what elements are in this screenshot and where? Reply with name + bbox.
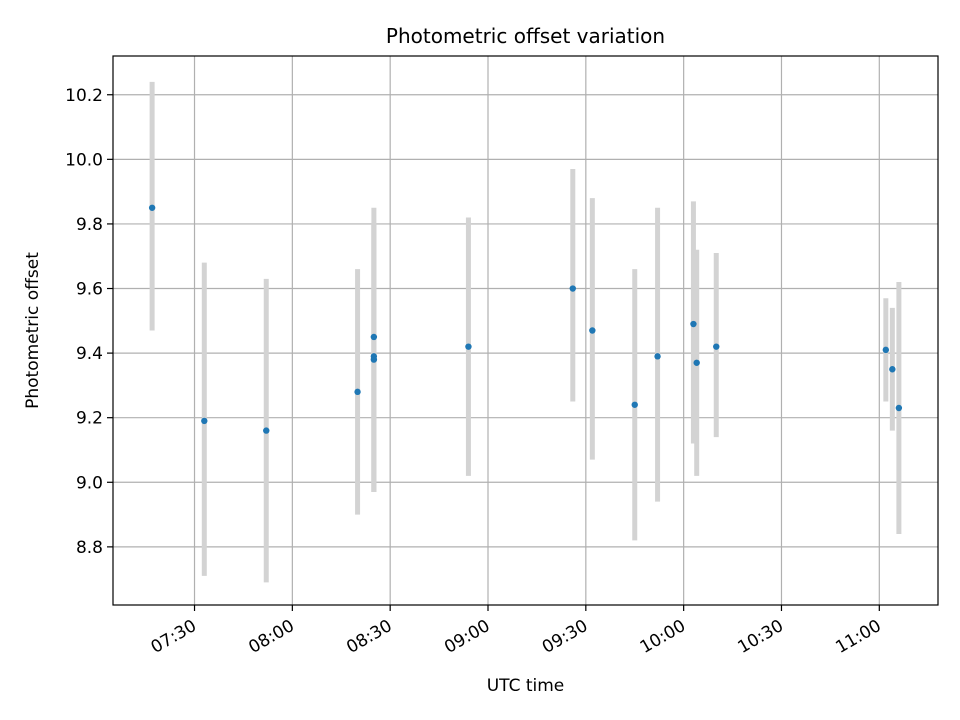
plot-frame: [112, 55, 939, 606]
data-point: [889, 366, 896, 373]
y-tick-label: 10.0: [65, 150, 103, 170]
y-tick-label: 9.6: [76, 280, 103, 300]
y-axis-title: Photometric offset: [23, 252, 43, 409]
y-tick-label: 9.8: [76, 215, 103, 235]
data-point: [370, 353, 378, 360]
data-point: [354, 388, 361, 396]
data-point: [631, 401, 638, 408]
marker-layer: [148, 204, 903, 434]
data-point: [895, 404, 903, 412]
data-point: [713, 343, 720, 350]
y-tick-label: 9.4: [76, 344, 103, 364]
data-point: [693, 359, 700, 366]
y-tick-label: 8.8: [76, 538, 103, 558]
data-point: [148, 204, 156, 211]
data-point: [201, 417, 208, 425]
data-point: [589, 327, 596, 334]
y-tick-label: 9.2: [76, 409, 103, 429]
data-point: [690, 320, 697, 328]
data-point: [263, 427, 270, 434]
chart-title: Photometric offset variation: [386, 24, 665, 48]
data-point: [569, 285, 576, 292]
data-point: [882, 346, 890, 354]
data-point: [370, 333, 378, 341]
y-tick-label: 9.0: [76, 473, 103, 493]
grid-layer: [113, 56, 938, 605]
x-axis-title: UTC time: [487, 676, 565, 696]
y-tick-label: 10.2: [65, 86, 103, 106]
data-point: [654, 353, 661, 360]
data-point: [465, 343, 472, 350]
